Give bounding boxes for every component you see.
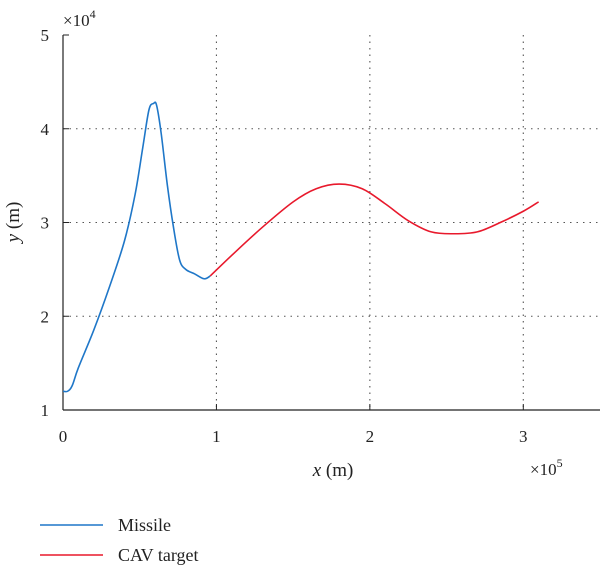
legend-label-cav-target: CAV target [118, 545, 199, 565]
x-tick-label: 3 [519, 427, 528, 446]
x-axis-unit: (m) [321, 460, 353, 481]
series-line-cav-target [209, 183, 540, 277]
y-tick-label: 3 [41, 214, 50, 233]
y-axis-unit: (m) [3, 202, 24, 234]
legend-label-missile: Missile [118, 515, 171, 535]
x-multiplier: ×105 [530, 456, 563, 479]
y-multiplier: ×104 [63, 7, 96, 30]
y-tick-label: 1 [41, 401, 50, 420]
x-multiplier-base: ×10 [530, 460, 557, 479]
x-tick-label: 0 [59, 427, 68, 446]
x-axis-var: x [312, 460, 322, 481]
y-axis-var: y [3, 233, 24, 244]
y-tick-label: 2 [41, 307, 50, 326]
legend: Missile CAV target [40, 515, 199, 565]
x-tick-label: 2 [366, 427, 375, 446]
x-multiplier-exp: 5 [557, 456, 563, 470]
y-multiplier-exp: 4 [90, 7, 96, 21]
y-multiplier-base: ×10 [63, 11, 90, 30]
series-line-missile [62, 101, 211, 393]
grid [63, 35, 600, 410]
series [62, 101, 540, 393]
x-axis-label: x (m) [312, 460, 354, 481]
y-tick-label: 5 [41, 26, 50, 45]
x-tick-label: 1 [212, 427, 221, 446]
y-axis-label: y (m) [3, 202, 24, 245]
y-tick-label: 4 [41, 120, 50, 139]
